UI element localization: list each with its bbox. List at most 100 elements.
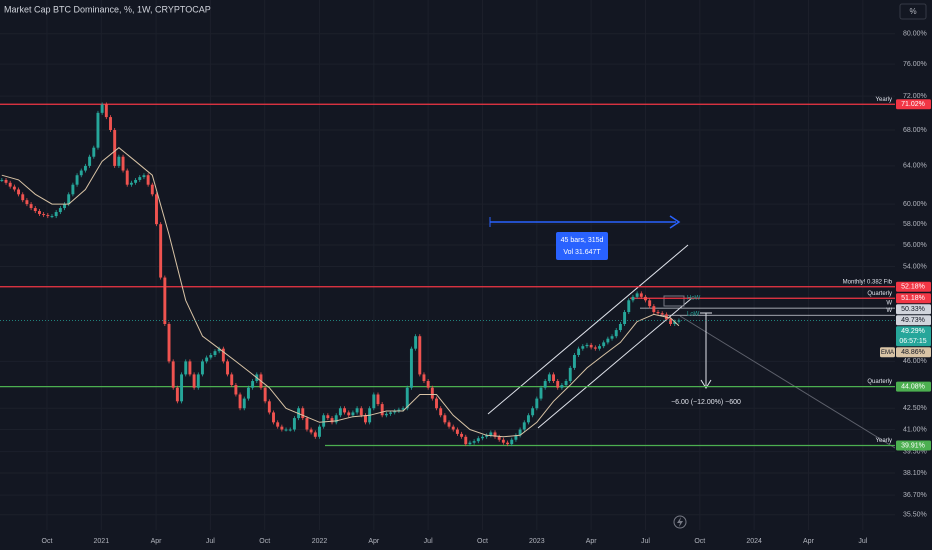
y-tick-label: 68.00%	[903, 127, 927, 134]
x-tick-label: Apr	[368, 538, 380, 545]
candle	[0, 179, 4, 181]
candle	[276, 422, 280, 427]
range-arrow-head	[669, 215, 681, 229]
replay-bolt[interactable]	[677, 517, 683, 527]
y-tick-label: 58.00%	[903, 221, 927, 228]
candle	[205, 357, 209, 362]
candle	[447, 422, 451, 427]
price-tag	[896, 315, 931, 326]
price-axis	[895, 0, 932, 550]
scale-button-label[interactable]: %	[909, 7, 916, 16]
y-tick-label: 41.00%	[903, 426, 927, 433]
candle	[230, 374, 234, 386]
candle	[192, 374, 196, 388]
candle	[142, 175, 146, 178]
candle	[17, 189, 21, 195]
candle	[401, 408, 405, 410]
x-tick-label: 2023	[529, 538, 545, 545]
price-tag	[896, 440, 931, 451]
x-tick-label: Apr	[151, 538, 163, 545]
candle	[167, 324, 171, 362]
candle	[21, 194, 25, 201]
trend-line	[679, 315, 896, 449]
candle	[481, 436, 484, 439]
candle	[564, 381, 568, 386]
price-tag-label: 39.91%	[901, 442, 925, 449]
candle	[117, 156, 121, 166]
candle	[635, 293, 639, 297]
candle	[644, 296, 647, 301]
candle	[217, 348, 221, 352]
candle	[439, 408, 443, 416]
candle	[510, 439, 514, 445]
candle	[221, 348, 225, 362]
ema-line	[1, 147, 680, 438]
candle	[238, 394, 242, 409]
candle	[460, 433, 464, 437]
candle	[37, 211, 41, 215]
candle	[531, 408, 535, 416]
candle	[577, 348, 581, 356]
y-tick-label: 60.00%	[903, 201, 927, 208]
scale-button[interactable]	[899, 3, 927, 20]
candle	[246, 387, 250, 399]
candle	[33, 208, 37, 212]
price-tag	[896, 326, 931, 347]
candle	[46, 215, 50, 217]
candle	[163, 277, 167, 325]
y-tick-label: 39.50%	[903, 448, 927, 455]
candle	[422, 374, 426, 382]
candle	[443, 415, 447, 423]
candle	[359, 408, 363, 416]
candle	[618, 324, 622, 331]
how-label: HoW	[687, 296, 701, 302]
candle	[292, 418, 296, 430]
candle	[589, 344, 593, 348]
price-tag	[896, 381, 931, 392]
price-tag-label: 44.08%	[901, 383, 925, 390]
y-tick-label: 38.10%	[903, 470, 927, 477]
x-tick-label: Oct	[694, 538, 705, 545]
level-name: Yearly	[876, 438, 892, 444]
candle	[58, 208, 62, 213]
y-tick-label: 56.00%	[903, 242, 927, 249]
measure-arrow	[700, 379, 712, 389]
candle	[556, 381, 560, 388]
candle	[12, 186, 16, 190]
price-tag	[896, 347, 931, 358]
candle	[146, 175, 150, 185]
candle	[497, 436, 501, 440]
candle	[226, 361, 229, 375]
candle	[200, 361, 204, 375]
candle	[547, 374, 551, 382]
candle	[409, 348, 413, 388]
candle	[209, 355, 213, 358]
y-tick-label: 42.50%	[903, 405, 927, 412]
candle	[623, 312, 627, 325]
candle	[610, 336, 614, 339]
candle	[455, 429, 459, 434]
candle	[100, 104, 104, 113]
candle	[476, 438, 480, 442]
candle	[67, 194, 71, 205]
candle	[389, 412, 392, 414]
candle	[309, 429, 313, 433]
candle	[430, 387, 434, 399]
candle	[318, 426, 321, 437]
replay-icon[interactable]	[673, 515, 687, 529]
x-tick-label: Jul	[641, 538, 650, 545]
candle	[485, 435, 489, 437]
candle	[180, 374, 184, 402]
candle	[631, 296, 635, 301]
candle	[660, 313, 664, 315]
candle	[267, 401, 271, 413]
candle	[159, 224, 163, 278]
candle	[656, 312, 660, 314]
price-tag	[896, 281, 931, 292]
candle	[280, 426, 284, 430]
candle	[351, 412, 355, 416]
price-tag-label: 50.33%	[901, 306, 925, 313]
level-name: Monthly! 0.382 Fib	[843, 279, 893, 285]
